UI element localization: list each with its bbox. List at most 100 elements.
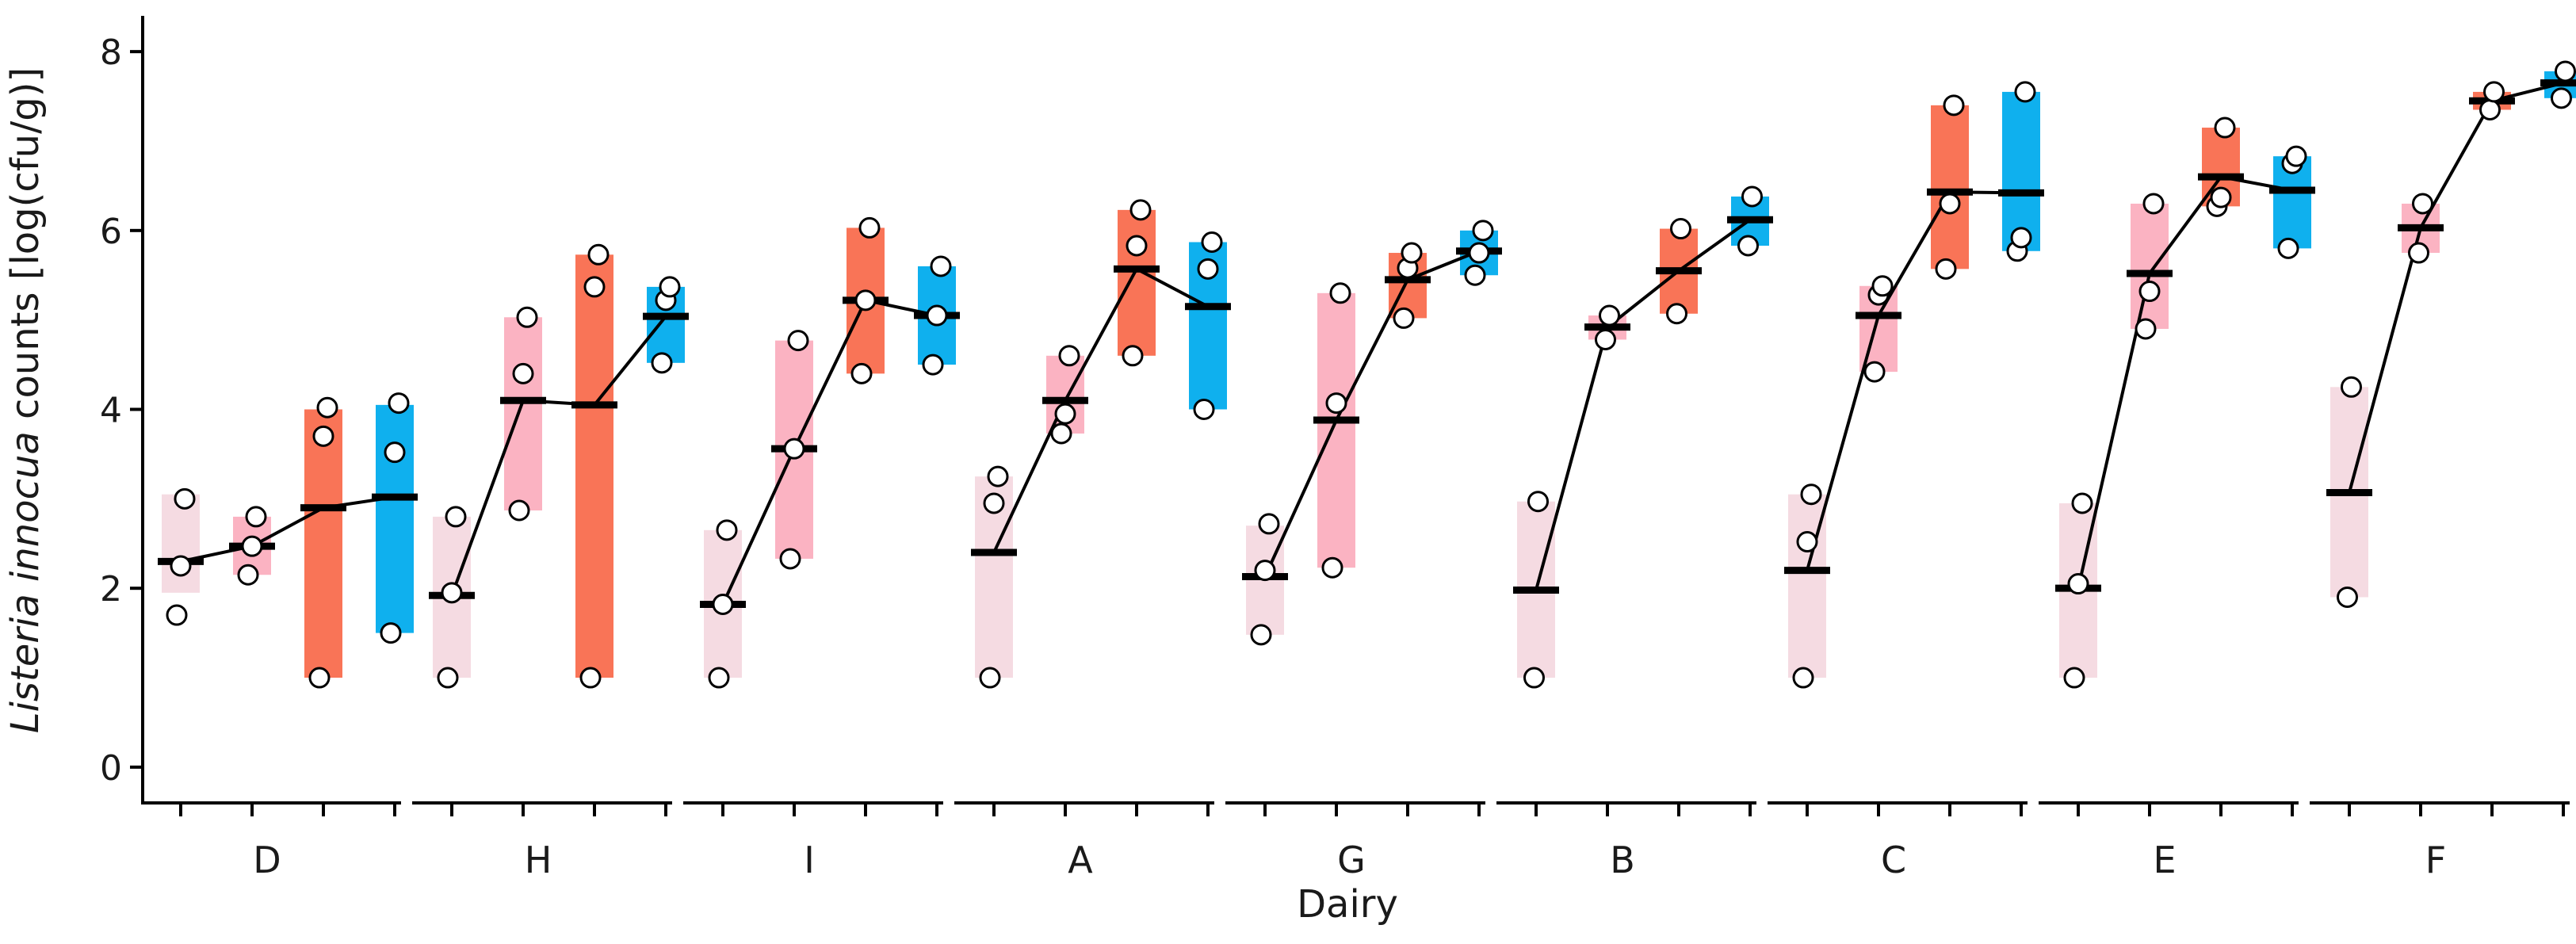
data-point (512, 362, 534, 384)
mean-line (2077, 174, 2293, 589)
data-point (1796, 531, 1818, 553)
data-point (1325, 392, 1347, 415)
range-bar (1931, 105, 1969, 269)
data-point (1201, 231, 1223, 253)
data-point (316, 396, 338, 418)
data-point (2010, 227, 2032, 249)
y-axis-title: Listeria innocua counts [log(cfu/g)] (3, 67, 48, 733)
y-axis-title-rest: counts [log(cfu/g)] (3, 67, 48, 431)
data-point (579, 667, 602, 689)
data-point (1258, 513, 1280, 535)
data-point (1126, 235, 1148, 257)
x-tick-label: A (1068, 839, 1093, 881)
data-point (2071, 492, 2093, 514)
data-point (779, 548, 801, 570)
data-point (2412, 193, 2433, 215)
data-point (587, 243, 610, 266)
data-point (2551, 87, 2572, 109)
data-point (445, 506, 467, 528)
y-axis-title-italic: Listeria innocua (3, 431, 48, 733)
data-point (1595, 328, 1616, 350)
x-tick-label: I (804, 839, 815, 881)
data-point (979, 667, 1001, 689)
data-point (1943, 94, 1965, 117)
data-point (166, 604, 188, 626)
range-bar (2131, 203, 2169, 329)
data-point (1197, 258, 1219, 280)
data-point (441, 582, 463, 604)
x-tick-label: G (1337, 839, 1366, 881)
data-point (1129, 199, 1152, 221)
data-point (930, 255, 952, 277)
data-point (1741, 185, 1763, 208)
data-point (1935, 258, 1957, 280)
x-tick-label: F (2425, 839, 2446, 881)
data-point (1329, 282, 1351, 304)
data-point (1054, 403, 1076, 425)
data-point (2214, 117, 2236, 139)
data-point (2479, 98, 2501, 120)
data-point (983, 492, 1005, 514)
y-tick-label: 8 (100, 32, 122, 73)
data-point (2337, 586, 2358, 608)
data-point (1401, 242, 1423, 264)
mean-line (1263, 249, 1480, 578)
data-point (437, 667, 459, 689)
data-point (659, 276, 681, 298)
data-point (380, 622, 402, 644)
data-point (1250, 624, 1272, 646)
data-point (2135, 318, 2157, 340)
data-point (508, 499, 530, 522)
range-bar (162, 494, 200, 593)
data-point (922, 354, 944, 376)
x-tick-label: E (2153, 839, 2176, 881)
data-point (1599, 304, 1620, 327)
data-point (1666, 303, 1687, 325)
data-point (308, 667, 331, 689)
mean-line (992, 266, 1209, 553)
data-point (2285, 145, 2307, 167)
data-point (174, 487, 196, 510)
data-point (1254, 560, 1276, 582)
data-point (926, 304, 948, 327)
x-tick-label: H (525, 839, 552, 881)
data-point (1863, 361, 1886, 383)
mean-line (450, 315, 667, 596)
data-point (987, 465, 1009, 487)
y-tick-label: 4 (100, 391, 122, 431)
data-point (651, 352, 673, 374)
data-point (1050, 422, 1072, 445)
y-tick-label: 6 (100, 212, 122, 252)
data-point (2408, 242, 2429, 264)
data-point (2341, 376, 2362, 398)
mean-line (1535, 218, 1752, 590)
x-tick-label: D (253, 839, 281, 881)
data-point (245, 506, 267, 528)
data-point (854, 289, 877, 311)
data-point (787, 330, 809, 352)
data-point (712, 593, 734, 615)
range-bar (575, 254, 613, 678)
data-point (170, 555, 192, 577)
data-point (516, 306, 538, 328)
data-point (1670, 218, 1691, 240)
data-point (2555, 60, 2576, 82)
data-point (583, 276, 606, 298)
data-point (1058, 345, 1080, 367)
data-point (2014, 81, 2036, 103)
data-point (237, 564, 259, 586)
mean-line (180, 495, 396, 564)
range-bar (2002, 91, 2040, 251)
mean-line (2348, 81, 2564, 493)
x-tick-label: C (1881, 839, 1906, 881)
data-point (1464, 264, 1486, 286)
data-point (783, 438, 805, 460)
mean-line (1806, 190, 2022, 571)
range-bar (376, 404, 414, 633)
data-point (1468, 242, 1490, 264)
data-point (1122, 345, 1144, 367)
data-point (850, 362, 873, 384)
data-point (1939, 193, 1961, 215)
